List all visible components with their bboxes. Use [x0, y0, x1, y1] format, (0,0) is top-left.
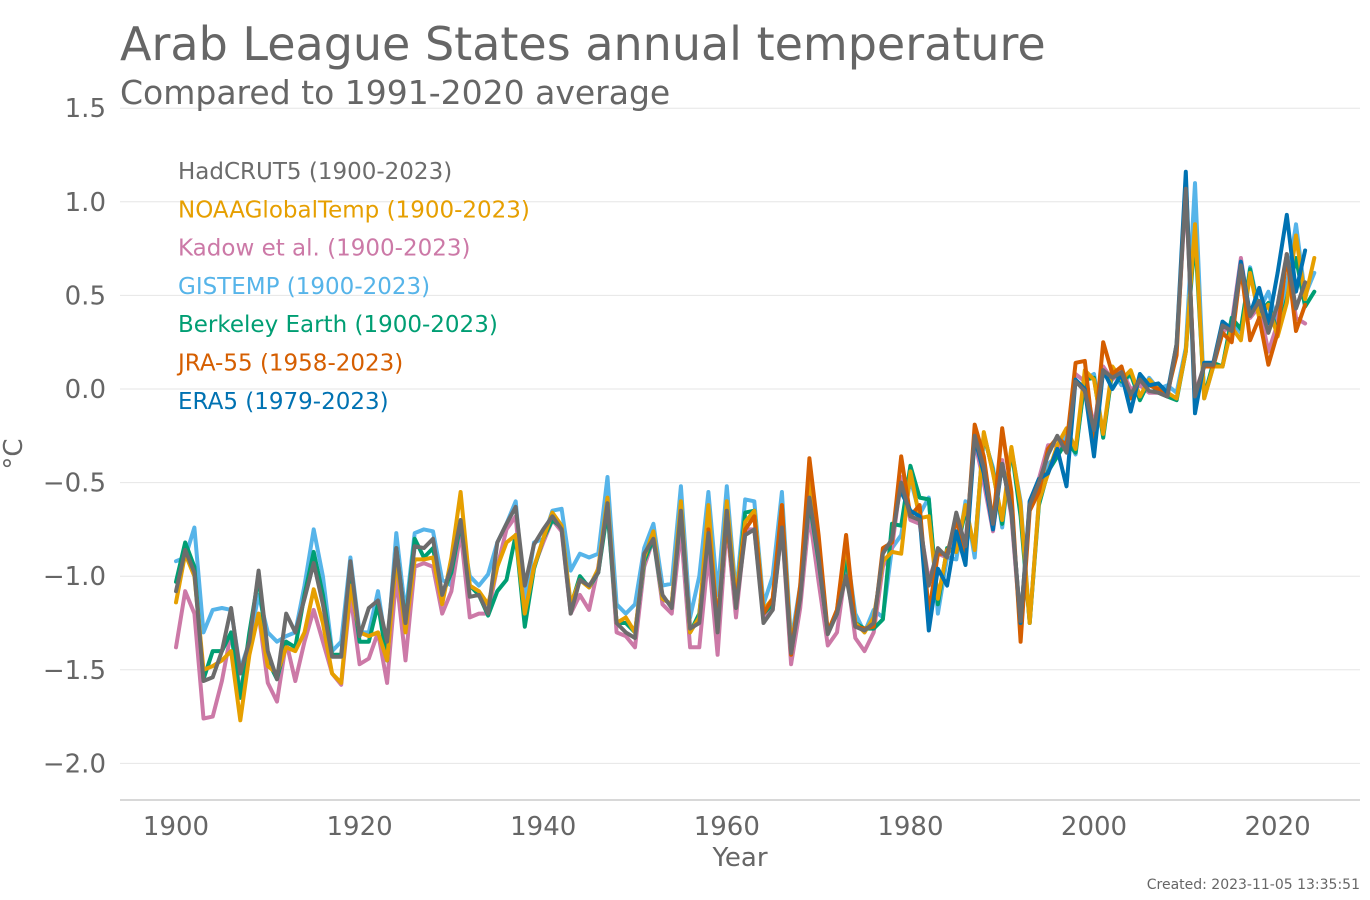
- x-tick-labels: 1900 1920 1940 1960 1980 2000 2020: [143, 812, 1311, 842]
- legend-entry: Berkeley Earth (1900-2023): [178, 312, 498, 338]
- legend-entry: HadCRUT5 (1900-2023): [178, 159, 452, 185]
- y-tick-label: 0.5: [65, 281, 106, 311]
- series-line: [174, 186, 1308, 683]
- legend-entry: ERA5 (1979-2023): [178, 389, 389, 415]
- y-tick-label: 0.0: [65, 375, 106, 405]
- created-timestamp: Created: 2023-11-05 13:35:51: [1147, 877, 1360, 893]
- y-tick-label: −1.0: [43, 562, 106, 592]
- chart-title: Arab League States annual temperature: [120, 17, 1046, 71]
- legend-entry: Kadow et al. (1900-2023): [178, 236, 470, 262]
- x-tick-label: 1920: [327, 812, 393, 842]
- x-tick-label: 1940: [510, 812, 576, 842]
- series-lines: [174, 169, 1317, 723]
- x-tick-label: 2020: [1245, 812, 1311, 842]
- series-line: [706, 177, 1308, 657]
- x-tick-label: 1960: [694, 812, 760, 842]
- y-tick-label: 1.5: [65, 94, 106, 124]
- y-tick-label: −1.5: [43, 656, 106, 686]
- legend-entry: NOAAGlobalTemp (1900-2023): [178, 197, 530, 223]
- y-tick-label: 1.0: [65, 188, 106, 218]
- legend: HadCRUT5 (1900-2023) NOAAGlobalTemp (1900…: [176, 159, 530, 415]
- y-tick-label: −2.0: [43, 749, 106, 779]
- chart-subtitle: Compared to 1991-2020 average: [120, 73, 670, 112]
- series-line: [899, 169, 1308, 633]
- x-axis-label: Year: [711, 843, 767, 873]
- y-axis-label: °C: [0, 438, 29, 469]
- x-tick-label: 1980: [877, 812, 943, 842]
- legend-entry: JRA-55 (1958-2023): [176, 351, 403, 377]
- x-tick-label: 1900: [143, 812, 209, 842]
- x-tick-label: 2000: [1061, 812, 1127, 842]
- y-tick-labels: 1.5 1.0 0.5 0.0 −0.5 −1.0 −1.5 −2.0: [43, 94, 106, 779]
- legend-entry: GISTEMP (1900-2023): [178, 274, 430, 300]
- y-tick-label: −0.5: [43, 469, 106, 499]
